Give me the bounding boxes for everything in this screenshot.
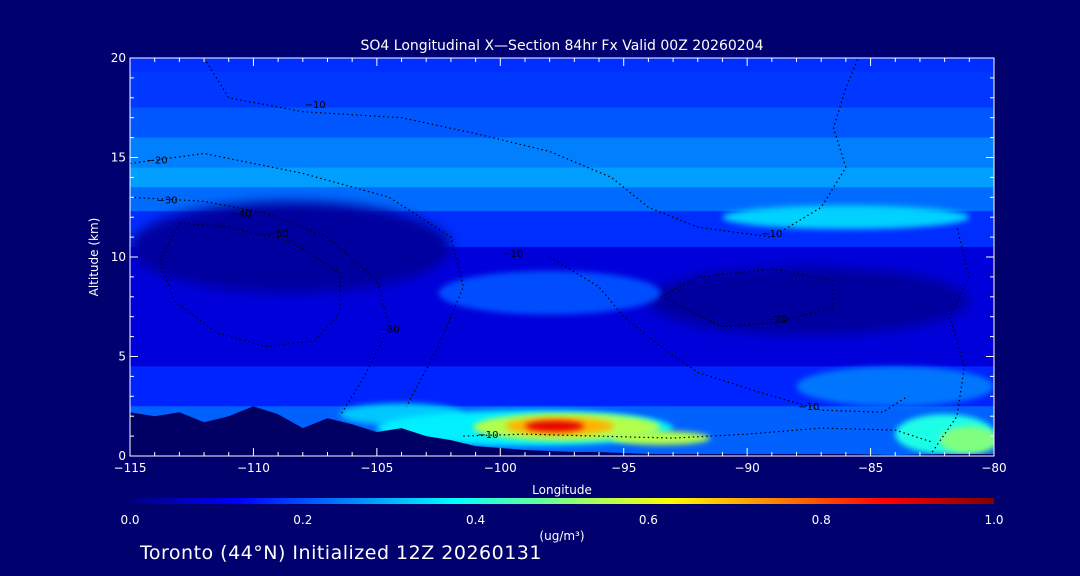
background-layers <box>130 58 994 456</box>
concentration-cell <box>130 201 451 293</box>
contour-line <box>203 58 859 238</box>
contour-label: −20 <box>766 315 787 326</box>
x-tick-label: −110 <box>237 461 270 475</box>
colorbar-tick-label: 0.0 <box>120 513 139 527</box>
contour-label: −30 <box>156 195 177 206</box>
terrain <box>130 406 994 456</box>
contour-label: −30 <box>379 325 400 336</box>
y-axis-label: Altitude (km) <box>87 218 101 297</box>
x-axis-label: Longitude <box>532 483 592 497</box>
contour-line <box>549 256 908 413</box>
plot-area: −50 −40 −30 −20 −10 −10 −30 −10 −20 −10 −10 <box>130 58 994 456</box>
x-tick-label: −115 <box>114 461 147 475</box>
background-band <box>130 107 994 138</box>
colorbar-tick-label: 0.6 <box>639 513 658 527</box>
background-band <box>130 71 994 108</box>
colorbar-tick-label: 0.2 <box>293 513 312 527</box>
concentration-cell <box>939 426 994 455</box>
x-tick-label: −80 <box>981 461 1006 475</box>
contour-line <box>660 268 835 328</box>
contour-label: −10 <box>305 100 326 111</box>
y-axis: 0 5 10 15 20 <box>111 51 994 463</box>
contour-label: −20 <box>147 155 168 166</box>
concentration-cell <box>438 270 661 315</box>
contour-label: −10 <box>477 430 498 441</box>
colorbar <box>130 498 994 504</box>
x-axis: −115 −110 −105 −100 −95 −90 −85 −80 <box>114 58 1007 475</box>
colorbar-ticks: 0.0 0.2 0.4 0.6 0.8 1.0 <box>120 513 1003 527</box>
y-tick-label: 15 <box>111 151 126 165</box>
contour-label: −50 <box>268 229 289 240</box>
x-tick-label: −85 <box>858 461 883 475</box>
colorbar-tick-label: 0.8 <box>812 513 831 527</box>
contour-labels: −50 −40 −30 −20 −10 −10 −30 −10 −20 −10 −10 <box>147 100 820 441</box>
x-tick-label: −95 <box>611 461 636 475</box>
concentration-cell <box>648 266 970 335</box>
colorbar-tick-label: 0.4 <box>466 513 485 527</box>
y-tick-label: 10 <box>111 250 126 264</box>
footer-caption: Toronto (44°N) Initialized 12Z 20260131 <box>140 542 542 564</box>
contour-line <box>931 227 970 453</box>
contour-label: −40 <box>231 209 252 220</box>
background-band <box>130 167 994 188</box>
y-tick-label: 20 <box>111 51 126 65</box>
x-tick-label: −105 <box>360 461 393 475</box>
contour-label: −10 <box>798 402 819 413</box>
colorbar-unit-label: (ug/m³) <box>539 529 584 543</box>
concentration-cell <box>524 420 585 432</box>
concentration-features <box>130 201 994 455</box>
background-band <box>130 58 994 72</box>
background-band <box>130 137 994 168</box>
y-tick-label: 5 <box>118 350 126 364</box>
y-tick-label: 0 <box>118 449 126 463</box>
contour-line <box>130 152 464 407</box>
concentration-cell <box>722 205 970 230</box>
temperature-contours <box>130 58 970 453</box>
contour-label: −10 <box>502 249 523 260</box>
chart-title: SO4 Longitudinal X—Section 84hr Fx Valid… <box>361 38 764 54</box>
colorbar-tick-label: 1.0 <box>984 513 1003 527</box>
x-tick-label: −90 <box>734 461 759 475</box>
concentration-cell <box>611 431 711 446</box>
x-tick-label: −100 <box>484 461 517 475</box>
contour-line <box>158 222 341 348</box>
concentration-cell <box>796 366 994 407</box>
contour-label: −10 <box>761 229 782 240</box>
